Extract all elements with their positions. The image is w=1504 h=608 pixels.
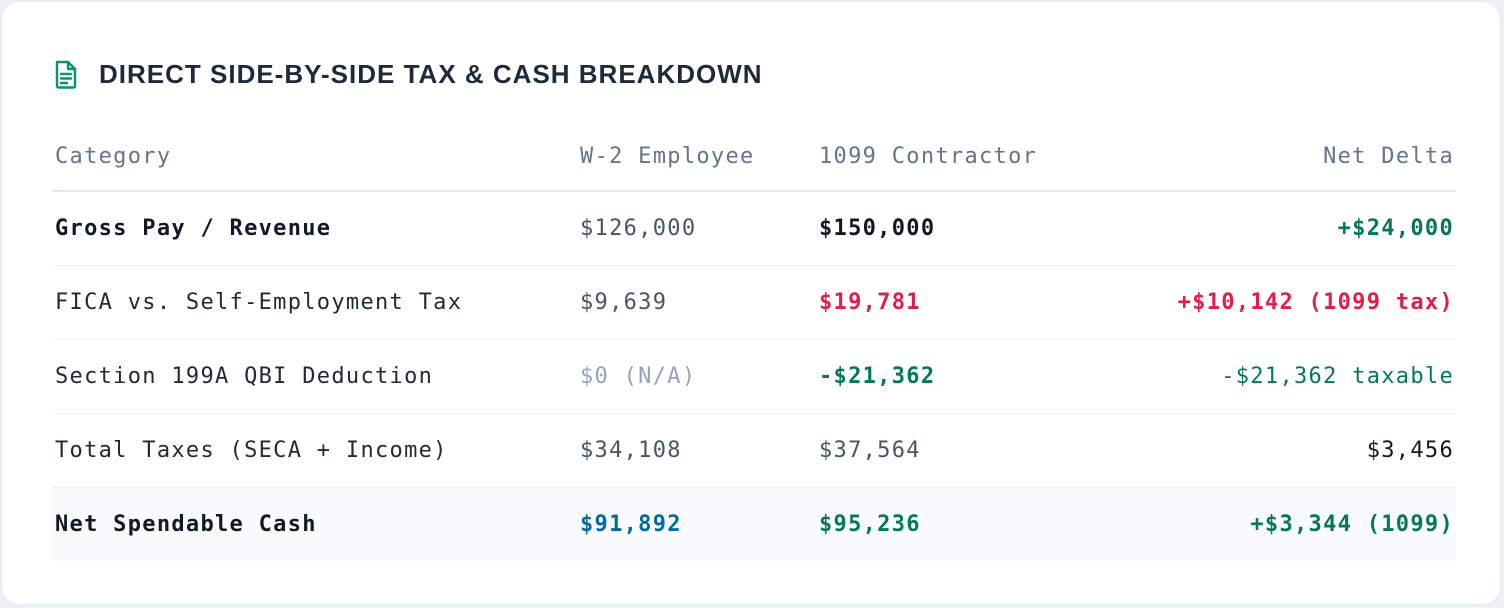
w2-cell: $126,000 [580, 191, 819, 266]
w2-cell: $0 (N/A) [580, 339, 819, 414]
w2-cell: $34,108 [580, 413, 819, 488]
category-cell: Section 199A QBI Deduction [52, 339, 580, 414]
category-cell: FICA vs. Self-Employment Tax [52, 265, 580, 340]
document-icon [54, 59, 80, 89]
w2-cell: $91,892 [580, 487, 819, 561]
contractor-cell: $150,000 [819, 191, 1119, 266]
table-row: Section 199A QBI Deduction $0 (N/A) -$21… [52, 339, 1456, 414]
delta-cell: $3,456 [1119, 413, 1456, 488]
header-w2-employee: W-2 Employee [580, 122, 819, 192]
header-net-delta: Net Delta [1119, 122, 1456, 192]
breakdown-table: Category W-2 Employee 1099 Contractor Ne… [52, 122, 1456, 561]
category-cell: Total Taxes (SECA + Income) [52, 413, 580, 488]
delta-cell: -$21,362 taxable [1119, 339, 1456, 414]
category-cell: Gross Pay / Revenue [52, 191, 580, 266]
delta-cell: +$3,344 (1099) [1119, 487, 1456, 561]
table-row: FICA vs. Self-Employment Tax $9,639 $19,… [52, 265, 1456, 340]
contractor-cell: $37,564 [819, 413, 1119, 488]
delta-cell: +$24,000 [1119, 191, 1456, 266]
table-row: Gross Pay / Revenue $126,000 $150,000 +$… [52, 191, 1456, 266]
contractor-cell: $95,236 [819, 487, 1119, 561]
w2-cell: $9,639 [580, 265, 819, 340]
table-header-row: Category W-2 Employee 1099 Contractor Ne… [52, 122, 1456, 192]
card-header: DIRECT SIDE-BY-SIDE TAX & CASH BREAKDOWN [54, 58, 763, 90]
contractor-cell: $19,781 [819, 265, 1119, 340]
contractor-cell: -$21,362 [819, 339, 1119, 414]
delta-cell: +$10,142 (1099 tax) [1119, 265, 1456, 340]
card-title: DIRECT SIDE-BY-SIDE TAX & CASH BREAKDOWN [99, 58, 763, 89]
header-1099-contractor: 1099 Contractor [819, 122, 1119, 192]
table-row: Total Taxes (SECA + Income) $34,108 $37,… [52, 413, 1456, 488]
header-category: Category [52, 122, 580, 192]
category-cell: Net Spendable Cash [52, 487, 580, 561]
table-row-total: Net Spendable Cash $91,892 $95,236 +$3,3… [52, 487, 1456, 561]
